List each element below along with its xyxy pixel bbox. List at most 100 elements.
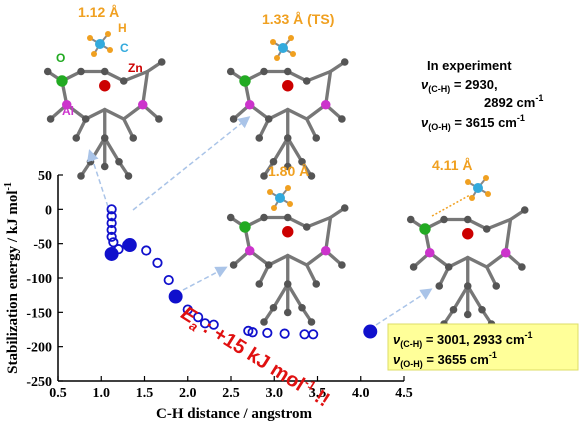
- calc-oh-vals: = 3655 cm: [423, 352, 489, 367]
- bond: [466, 255, 489, 269]
- svg-text:ν(C-H) = 3001, 2933 cm-1: ν(C-H) = 3001, 2933 cm-1: [393, 330, 533, 349]
- atom-carbon: [229, 261, 238, 269]
- y-tick-label: 50: [38, 169, 52, 184]
- atom-carbon: [43, 67, 52, 76]
- methane-molecule: [270, 35, 296, 61]
- y-axis-title-sup: -1: [3, 182, 14, 190]
- atom-carbon: [482, 225, 491, 233]
- interaction-line: [431, 194, 471, 217]
- atom-carbon: [440, 215, 448, 224]
- methane-molecule: [465, 175, 491, 201]
- atom-carbon: [157, 58, 166, 66]
- x-tick-label: 2.0: [179, 386, 197, 401]
- atom-carbon: [260, 213, 268, 222]
- calc-nu-ch: ν: [393, 332, 401, 347]
- structure-4-distance: 4.11 Å: [432, 157, 472, 173]
- data-point-filled: [168, 289, 183, 304]
- atom-carbon: [283, 308, 292, 317]
- atom-carbon: [463, 215, 472, 224]
- atom-carbon: [338, 115, 346, 123]
- exp-nu-oh: ν: [421, 115, 429, 130]
- atom-carbon: [312, 134, 321, 142]
- experiment-values: In experiment ν(C-H) = 2930, 2892 cm-1 ν…: [421, 58, 543, 132]
- calc-ch-vals: = 3001, 2933 cm: [422, 332, 524, 347]
- atom-hydrogen: [465, 179, 471, 185]
- atom-hydrogen: [91, 51, 97, 57]
- atom-hydrogen: [483, 175, 489, 181]
- y-tick-label: -50: [33, 238, 52, 253]
- svg-text:2892 cm-1: 2892 cm-1: [484, 93, 543, 110]
- x-tick-label: 1.5: [136, 386, 154, 401]
- bond: [286, 136, 304, 164]
- atom-aluminium: [425, 248, 435, 258]
- data-point-open: [163, 274, 174, 286]
- atom-carbon: [100, 134, 109, 142]
- atom-aluminium: [321, 100, 331, 110]
- atom-hydrogen: [469, 195, 475, 201]
- atom-carbon: [302, 223, 311, 231]
- atom-hydrogen: [267, 189, 273, 195]
- bond: [286, 253, 309, 267]
- atom-hydrogen: [290, 51, 296, 57]
- atom-carbon: [283, 280, 292, 288]
- atom-carbon: [100, 67, 109, 76]
- atom-carbon: [72, 134, 81, 142]
- y-tick-label: -100: [26, 272, 52, 287]
- atom-hydrogen: [107, 47, 113, 53]
- data-point-open: [106, 231, 117, 242]
- atom-carbon: [255, 134, 264, 142]
- atom-carbon: [307, 172, 316, 180]
- atom-carbon: [260, 67, 268, 76]
- atom-carbon-methane: [278, 43, 288, 53]
- atom-carbon: [302, 77, 311, 85]
- atom-carbon: [86, 157, 95, 166]
- calc-box-bg: [387, 323, 579, 371]
- atom-carbon: [46, 115, 55, 123]
- experiment-title: In experiment: [427, 58, 512, 73]
- atom-carbon: [81, 115, 90, 123]
- methane-molecule: [267, 185, 293, 211]
- x-tick-label: 2.5: [222, 386, 240, 401]
- atom-carbon: [307, 318, 316, 326]
- bond: [271, 136, 290, 164]
- atom-carbon: [283, 134, 292, 142]
- atom-carbon: [264, 115, 273, 123]
- bond: [122, 69, 150, 83]
- bond: [324, 215, 333, 253]
- bond: [141, 69, 150, 107]
- atom-carbon: [226, 67, 235, 76]
- atom-carbon: [129, 134, 138, 142]
- data-point-open: [182, 304, 193, 315]
- exp-nu-ch: ν: [421, 77, 429, 92]
- atom-carbon: [77, 67, 85, 76]
- data-point-open: [141, 245, 152, 256]
- exp-oh-vals: = 3615 cm: [451, 115, 517, 130]
- exp-ch-vals-1: = 2930,: [450, 77, 497, 92]
- atom-carbon: [100, 162, 109, 171]
- x-tick-label: 1.0: [93, 386, 111, 401]
- data-point-open: [279, 328, 290, 339]
- atom-oxygen: [239, 75, 251, 87]
- data-point-open: [208, 319, 219, 330]
- activation-energy-label: Ea : +15 kJ mol-1 !!: [175, 301, 334, 414]
- atom-label-zn: Zn: [128, 61, 143, 75]
- molecule-sketch-1: [43, 58, 166, 180]
- y-tick-label: -250: [26, 375, 52, 390]
- atom-hydrogen: [105, 31, 111, 37]
- atom-carbon: [520, 206, 529, 214]
- bond: [485, 217, 513, 231]
- atom-carbon-methane: [275, 193, 285, 203]
- data-point-open: [106, 204, 117, 215]
- atom-carbon: [283, 162, 292, 171]
- exp-oh-sub: (O-H): [428, 122, 451, 132]
- data-point-open: [106, 217, 117, 229]
- atom-aluminium: [62, 100, 72, 110]
- data-point-open: [152, 257, 163, 268]
- molecule-sketch-2: [226, 58, 349, 180]
- atom-hydrogen: [270, 39, 276, 45]
- atom-zinc: [462, 228, 474, 240]
- atom-hydrogen: [288, 35, 294, 41]
- atom-carbon: [463, 310, 472, 319]
- atom-hydrogen: [87, 35, 93, 41]
